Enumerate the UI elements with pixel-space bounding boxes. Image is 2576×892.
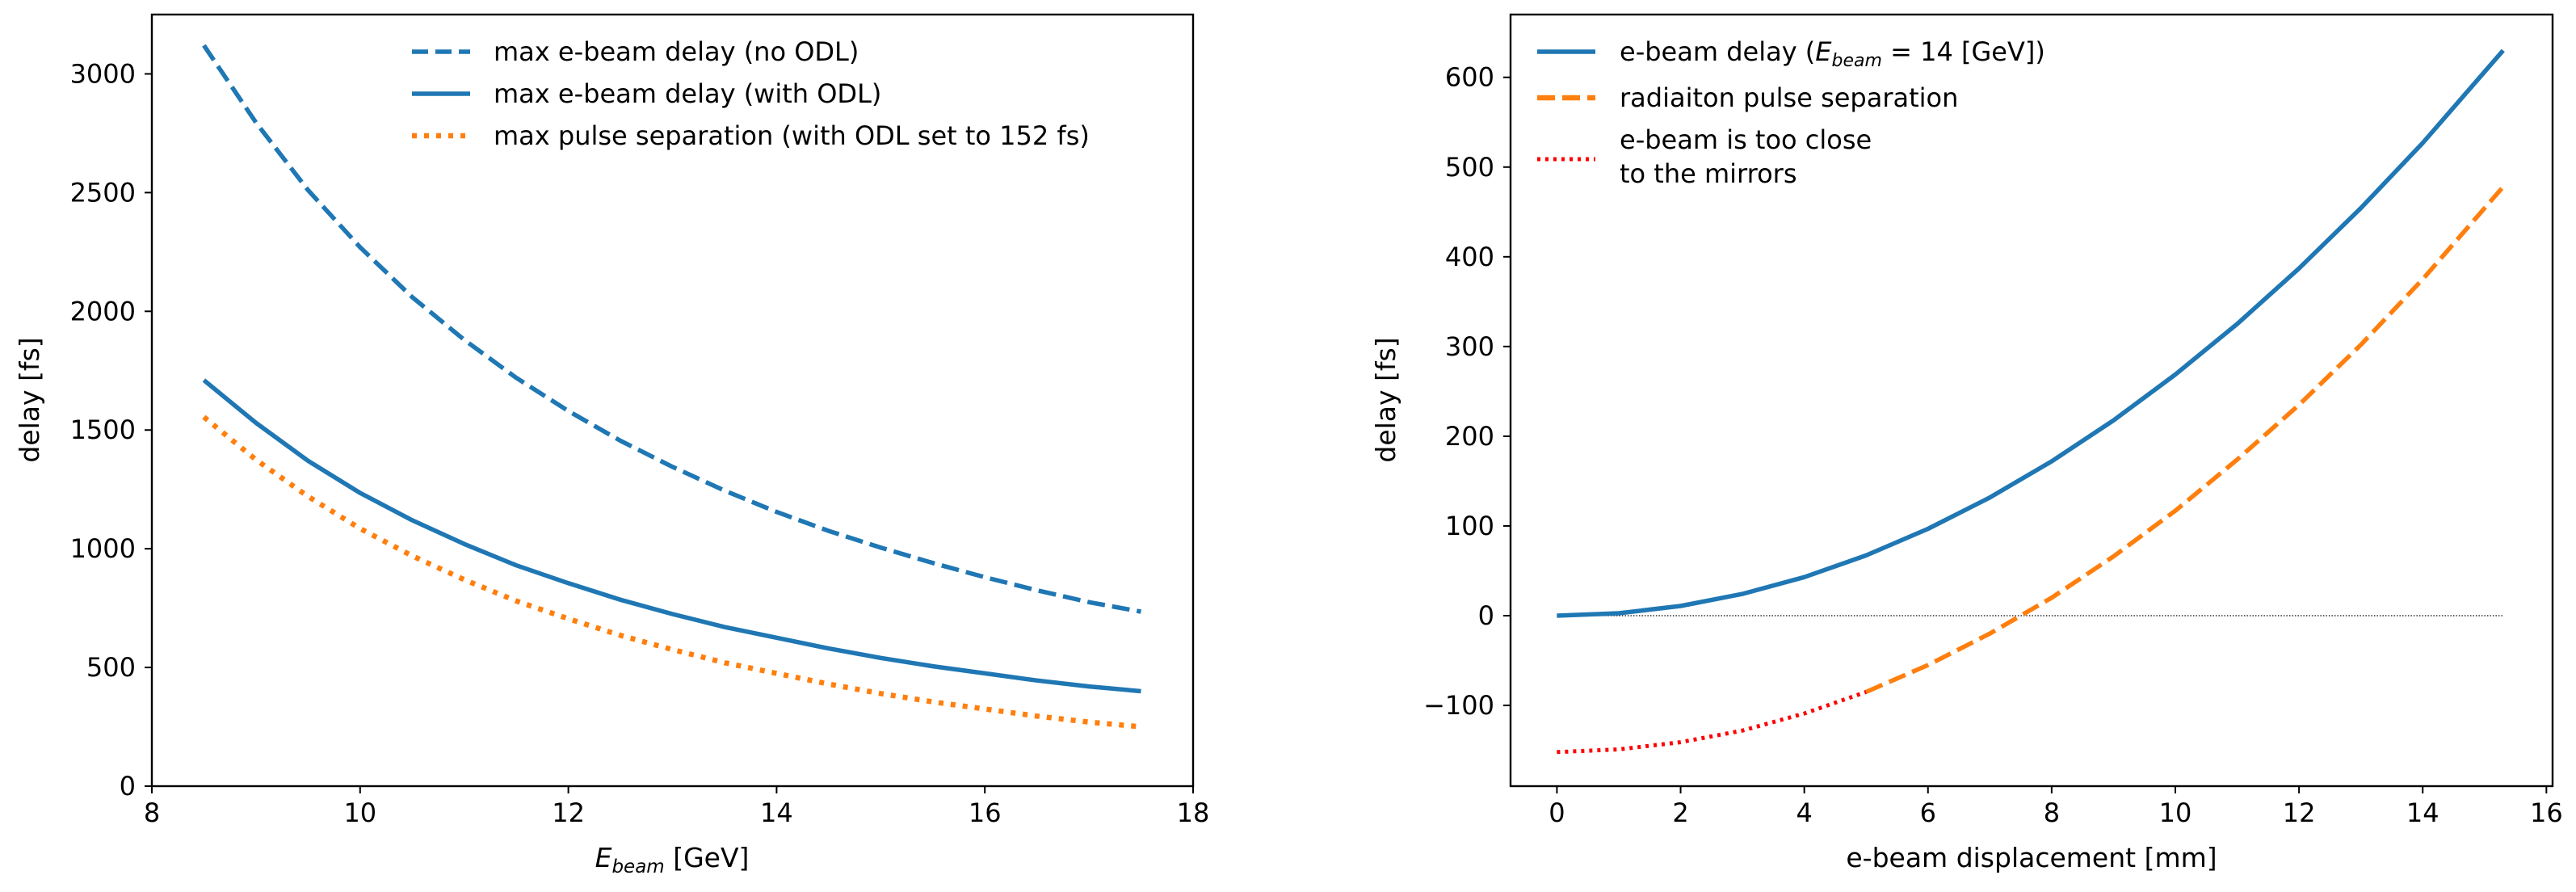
right-legend-label-3b: to the mirrors — [1620, 158, 1797, 189]
left-plot-frame — [150, 13, 1195, 788]
x-tick-label: 10 — [343, 797, 376, 828]
x-tick-label: 2 — [1672, 797, 1688, 828]
x-tick-label: 14 — [760, 797, 793, 828]
right-series — [1557, 48, 2505, 755]
left-y-axis-label: delay [fs] — [14, 337, 45, 462]
x-tick-label: 12 — [2283, 797, 2316, 828]
y-tick-label: 500 — [1445, 152, 1494, 183]
series-line-1 — [202, 44, 1141, 614]
y-tick-label: 0 — [1478, 600, 1494, 631]
x-tick-label: 12 — [552, 797, 585, 828]
right-legend-label-2: radiaiton pulse separation — [1620, 82, 1958, 113]
right-legend: e-beam delay (Ebeam = 14 [GeV]) radiaito… — [1537, 36, 2045, 189]
y-tick-label: 1500 — [70, 414, 136, 445]
x-tick-label: 4 — [1796, 797, 1812, 828]
y-tick-label: 200 — [1445, 421, 1494, 452]
right-legend-label-3a: e-beam is too close — [1620, 124, 1872, 155]
y-tick-label: 3000 — [70, 58, 136, 89]
y-tick-label: 2500 — [70, 177, 136, 208]
x-tick-label: 16 — [969, 797, 1002, 828]
y-tick-label: 300 — [1445, 331, 1494, 362]
left-y-ticks: 0 500 1000 1500 2000 2500 3000 — [70, 58, 152, 802]
x-tick-label: 0 — [1549, 797, 1565, 828]
left-chart: 8 10 12 14 16 18 0 500 1000 1500 2000 2500 3000 Ebe… — [14, 13, 1210, 877]
right-plot-frame — [1509, 13, 2554, 788]
x-tick-label: 8 — [144, 797, 160, 828]
series-line-1 — [1557, 48, 2505, 618]
right-chart: 0 2 4 6 8 10 12 14 16 −100 0 100 200 300 400 500 600 e-… — [1370, 13, 2563, 873]
y-tick-label: 1000 — [70, 533, 136, 564]
left-legend: max e-beam delay (no ODL) max e-beam del… — [412, 36, 1090, 151]
x-tick-label: 8 — [2044, 797, 2060, 828]
x-tick-label: 18 — [1177, 797, 1210, 828]
y-tick-label: −100 — [1423, 690, 1494, 721]
x-tick-label: 10 — [2159, 797, 2192, 828]
right-y-axis-label: delay [fs] — [1370, 337, 1401, 462]
series-line-3 — [1557, 690, 1868, 755]
y-tick-label: 500 — [86, 652, 136, 683]
right-x-axis-label: e-beam displacement [mm] — [1846, 842, 2217, 873]
left-x-ticks: 8 10 12 14 16 18 — [144, 786, 1210, 828]
left-legend-label-1: max e-beam delay (no ODL) — [494, 36, 859, 67]
series-line-3 — [202, 414, 1141, 730]
right-x-ticks: 0 2 4 6 8 10 12 14 16 — [1549, 786, 2563, 828]
left-legend-label-3: max pulse separation (with ODL set to 15… — [494, 120, 1090, 151]
left-series — [202, 44, 1141, 730]
x-tick-label: 16 — [2530, 797, 2563, 828]
series-line-2 — [202, 378, 1141, 694]
left-x-axis-label: Ebeam [GeV] — [595, 842, 750, 877]
y-tick-label: 400 — [1445, 242, 1494, 272]
x-tick-label: 14 — [2406, 797, 2439, 828]
left-legend-label-2: max e-beam delay (with ODL) — [494, 78, 881, 109]
series-line-2 — [1865, 185, 2505, 694]
y-tick-label: 0 — [120, 771, 136, 802]
y-tick-label: 2000 — [70, 296, 136, 326]
x-tick-label: 6 — [1920, 797, 1936, 828]
right-legend-label-1: e-beam delay (Ebeam = 14 [GeV]) — [1620, 36, 2045, 71]
y-tick-label: 100 — [1445, 511, 1494, 541]
y-tick-label: 600 — [1445, 62, 1494, 93]
right-y-ticks: −100 0 100 200 300 400 500 600 — [1423, 62, 1511, 721]
